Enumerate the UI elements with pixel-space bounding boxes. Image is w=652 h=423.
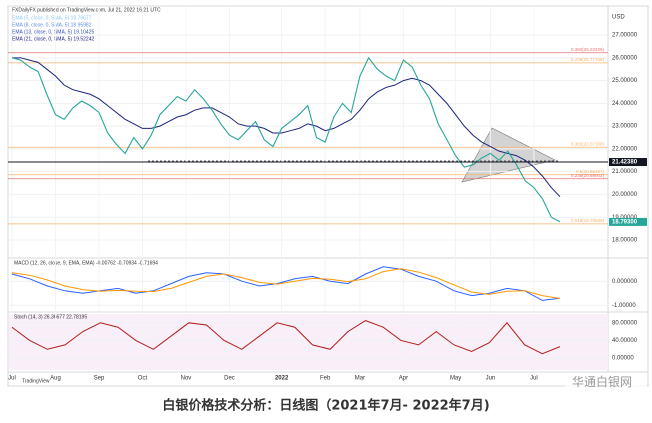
y-tick-label: 21.00000 bbox=[612, 169, 638, 175]
logo: TradingView bbox=[22, 378, 50, 384]
legend-entry: EMA (21, close, 0, SMA, 5) 19.52242 bbox=[12, 36, 94, 42]
legend-entry: EMA (8, close, 0, SMA, 5) 18.95982 bbox=[12, 22, 92, 28]
x-tick-label: Dec bbox=[224, 376, 235, 382]
series-line bbox=[11, 268, 561, 299]
x-tick-label: Jun bbox=[486, 376, 496, 382]
x-tick-label: Oct bbox=[138, 376, 148, 382]
y-tick-label: 20.00000 bbox=[612, 192, 638, 198]
price-tag bbox=[609, 158, 647, 167]
watermark-bg bbox=[565, 374, 647, 390]
fib-label: 0.382(22.07108) bbox=[571, 141, 605, 146]
series-line bbox=[11, 56, 561, 223]
fib-label: 0.5(20.86487) bbox=[576, 169, 605, 174]
byline: FXDailyFX published on TradingView.com, … bbox=[12, 7, 161, 13]
y-tick-label: 18.00000 bbox=[612, 238, 638, 244]
x-tick-label: Feb bbox=[320, 376, 331, 382]
series-line bbox=[12, 57, 561, 198]
legend-entry: EMA (5, close, 0, SMA, 5) 18.76677 bbox=[12, 15, 92, 21]
x-tick-label: Mar bbox=[355, 376, 365, 382]
y-tick-label: 19.00000 bbox=[612, 215, 638, 221]
x-tick-label: May bbox=[450, 376, 461, 382]
x-tick-label: 2022 bbox=[275, 376, 289, 382]
y-tick-label: 24.00000 bbox=[612, 101, 638, 107]
x-tick-label: Aug bbox=[50, 376, 61, 382]
series-line bbox=[11, 320, 561, 355]
legend-entry: EMA (13, close, 0, SMA, 5) 19.10425 bbox=[12, 29, 94, 35]
x-tick-label: Apr bbox=[399, 376, 408, 382]
price-tag-label: 21.42380 bbox=[612, 160, 638, 166]
y-tick-label: 27.00000 bbox=[612, 33, 638, 39]
fib-label: 0.236(20.69002) bbox=[571, 173, 605, 178]
y-tick-label: 25.00000 bbox=[612, 78, 638, 84]
watermark: 华通白银网 bbox=[572, 374, 632, 389]
x-tick-label: Jul bbox=[8, 376, 16, 382]
y-tick-label: -1.00000 bbox=[612, 303, 636, 309]
y-tick-label: 26.00000 bbox=[612, 55, 638, 61]
y-tick-label: 23.00000 bbox=[612, 124, 638, 130]
currency: USD bbox=[612, 15, 625, 21]
stoch-title: Stoch (14, 3) 26.36677 22.78195 bbox=[14, 314, 87, 320]
price-tag bbox=[609, 217, 647, 226]
x-tick-label: Nov bbox=[181, 376, 192, 382]
fib-label: 0.236(25.77768) bbox=[571, 57, 605, 62]
fib-label: 0.382(26.22229) bbox=[571, 47, 605, 52]
y-tick-label: 0.00000 bbox=[612, 356, 634, 362]
price-tag-label: 18.79300 bbox=[612, 219, 638, 225]
caption: 白银价格技术分析：日线图（2021年7月- 2022年7月) bbox=[162, 398, 489, 414]
y-tick-label: 0.000000 bbox=[612, 279, 638, 285]
triangle-pattern bbox=[461, 127, 556, 183]
fib-label: 0.618(18.70638) bbox=[571, 218, 605, 223]
y-tick-label: 22.00000 bbox=[612, 146, 638, 152]
x-tick-label: Sep bbox=[94, 376, 105, 382]
series-line bbox=[11, 266, 561, 301]
macd-title: MACD (12, 26, close, 9, EMA, EMA) -0.007… bbox=[14, 260, 158, 266]
x-tick-label: Jul bbox=[530, 376, 538, 382]
y-tick-label: 80.00000 bbox=[612, 320, 638, 326]
y-tick-label: 40.00000 bbox=[612, 338, 638, 344]
